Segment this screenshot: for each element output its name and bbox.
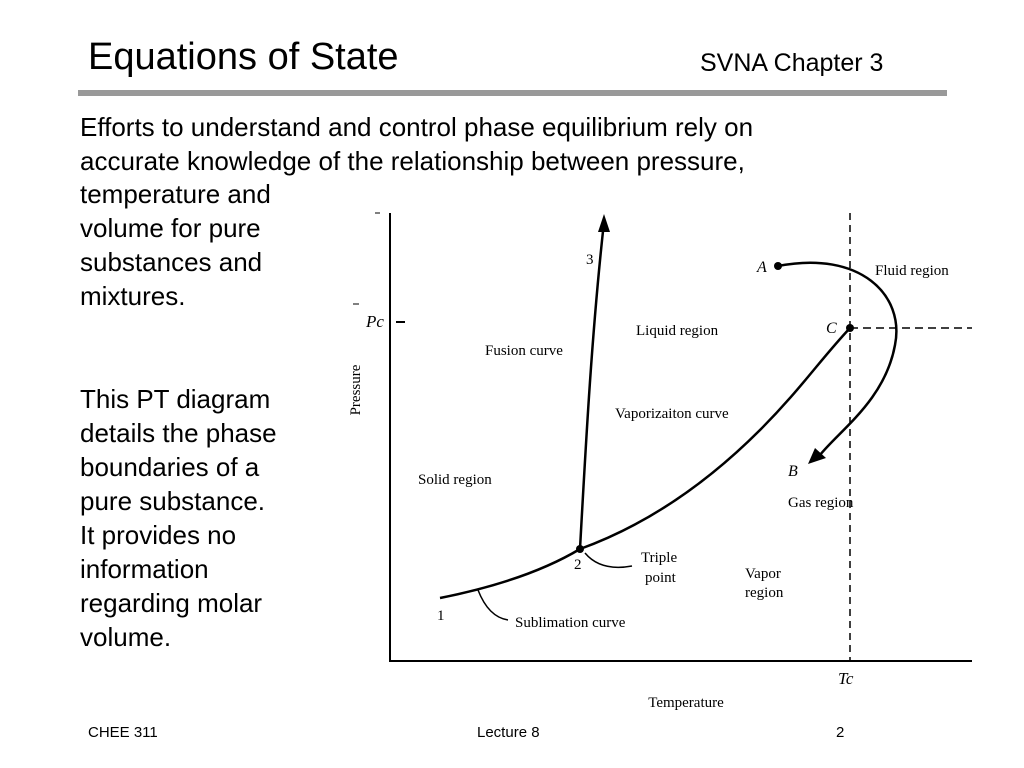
fusion-curve-label: Fusion curve: [485, 343, 563, 359]
arrow-head-icon: [598, 214, 610, 232]
text-line: volume.: [80, 622, 172, 652]
footer-lecture: Lecture 8: [477, 724, 540, 741]
vaporization-curve-label: Vaporizaiton curve: [615, 406, 729, 422]
point-2-label: 2: [574, 557, 582, 573]
vapor-region-label-line1: Vapor: [745, 566, 781, 582]
fusion-curve: [578, 221, 606, 550]
point-a-marker: [774, 262, 782, 270]
footer-page-number: 2: [836, 724, 845, 741]
sublimation-curve-label: Sublimation curve: [515, 615, 626, 631]
title-divider: [78, 90, 947, 96]
critical-point-marker: [846, 324, 854, 332]
text-line: boundaries of a: [80, 452, 260, 482]
slide-subtitle: SVNA Chapter 3: [700, 49, 884, 77]
y-axis-label: Pressure: [348, 364, 364, 415]
triple-point-label-line1: Triple: [641, 550, 677, 566]
text-line: pure substance.: [80, 486, 266, 516]
point-a-label: A: [756, 259, 767, 276]
tc-label: Tc: [838, 669, 854, 688]
point-1-label: 1: [437, 608, 445, 624]
path-a-to-b: [777, 261, 898, 456]
vapor-region-label-line2: region: [745, 585, 784, 601]
text-line: Efforts to understand and control phase …: [80, 112, 754, 142]
fluid-region-label: Fluid region: [875, 263, 949, 279]
solid-region-label: Solid region: [418, 472, 492, 488]
vaporization-curve: [579, 327, 851, 551]
text-line: accurate knowledge of the relationship b…: [80, 146, 745, 176]
arrow-head-icon: [808, 448, 826, 464]
point-3-label: 3: [586, 252, 594, 268]
text-line: This PT diagram: [80, 384, 271, 414]
text-line: mixtures.: [80, 281, 186, 311]
text-line: details the phase: [80, 418, 277, 448]
slide-title: Equations of State: [88, 36, 399, 78]
liquid-region-label: Liquid region: [636, 323, 719, 339]
point-b-label: B: [788, 463, 798, 480]
sublimation-curve: [439, 547, 581, 600]
text-line: substances and: [80, 247, 263, 277]
pc-label: Pc: [365, 312, 384, 331]
triple-point-label-line2: point: [645, 570, 677, 586]
gas-region-label: Gas region: [788, 495, 854, 511]
text-line: temperature and: [80, 179, 271, 209]
text-line: regarding molar: [80, 588, 263, 618]
sublimation-leader: [477, 589, 509, 621]
point-c-label: C: [826, 320, 837, 337]
text-line: information: [80, 554, 209, 584]
triple-point-leader: [584, 552, 633, 569]
x-axis-label: Temperature: [648, 695, 724, 711]
text-line: volume for pure: [80, 213, 261, 243]
triple-point-marker: [576, 545, 584, 553]
text-line: It provides no: [80, 520, 237, 550]
footer-course: CHEE 311: [88, 724, 158, 741]
